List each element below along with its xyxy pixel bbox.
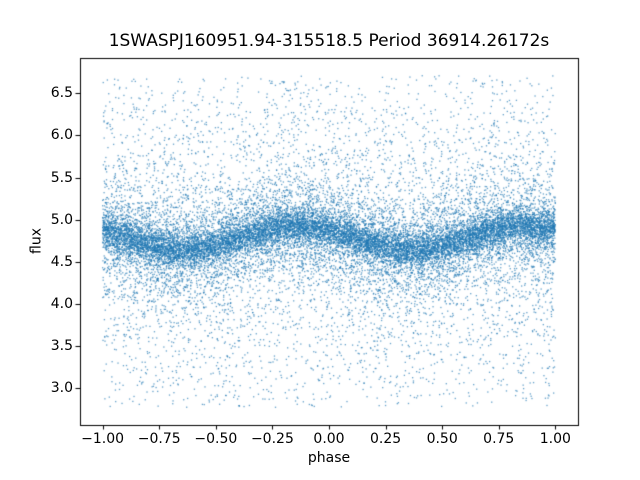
x-tick-label: −0.75	[137, 431, 181, 447]
x-tick-label: 0.00	[313, 431, 345, 447]
y-tick-label: 6.5	[50, 85, 73, 102]
x-tick-label: 0.50	[426, 431, 458, 447]
x-axis-label: phase	[307, 450, 351, 466]
x-tick-label: 1.00	[539, 431, 571, 447]
y-tick-label: 3.0	[50, 379, 73, 396]
x-tick-label: −0.50	[194, 431, 238, 447]
y-tick-label: 4.5	[50, 253, 73, 270]
chart-title: 1SWASPJ160951.94-315518.5 Period 36914.2…	[108, 31, 550, 51]
y-tick-label: 4.0	[50, 295, 73, 312]
y-axis-label: flux	[28, 228, 45, 254]
x-tick-label: −0.25	[250, 431, 294, 447]
y-tick-label: 6.0	[50, 127, 73, 144]
y-tick-label: 3.5	[50, 337, 73, 354]
x-tick-label: 0.75	[483, 431, 515, 447]
x-tick-label: −1.00	[81, 431, 125, 447]
y-tick-label: 5.0	[50, 211, 73, 228]
x-tick-label: 0.25	[369, 431, 402, 447]
y-tick-label: 5.5	[50, 169, 73, 186]
